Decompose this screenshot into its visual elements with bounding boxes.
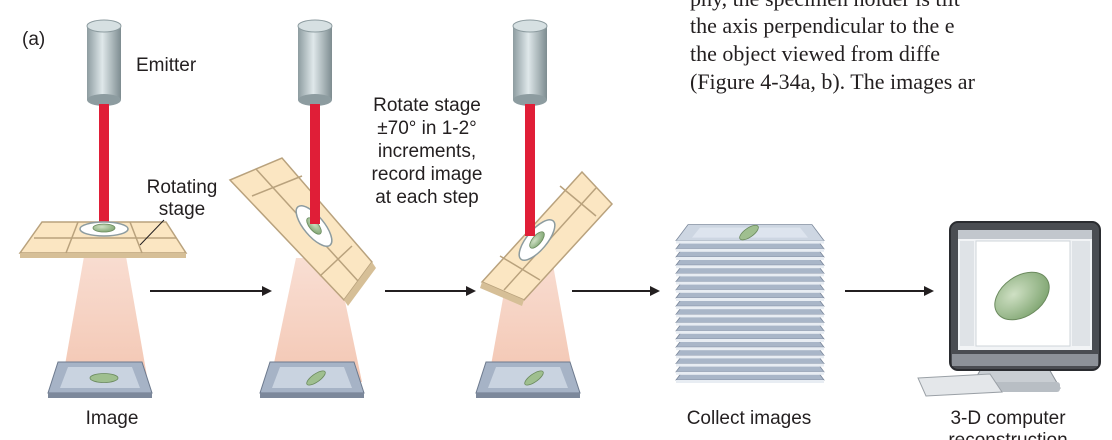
stack-layer-edge [676,240,824,244]
setup-tilted-stage-a [228,19,376,398]
image-stack [675,224,825,383]
specimen-projection-1 [89,373,119,383]
emitter-1 [86,19,122,106]
rotating-stage-3 [480,170,614,306]
rotating-stage-1 [18,221,188,258]
detector-plate-1 [47,361,153,398]
body-text-line-4: (Figure 4-34a, b). The images ar [690,69,975,94]
keyboard [917,373,1003,397]
computer-monitor [917,221,1101,397]
rotation-instruction: Rotate stage ±70° in 1-2° increments, re… [372,95,483,208]
detector-plate-3 [475,361,581,398]
stack-layer-edge [676,363,824,367]
beam-3 [525,104,535,236]
detector-plate-2 [259,361,365,398]
stage-leader-line [139,219,165,246]
stack-layer-edge [676,339,824,342]
image-label: Image [86,408,139,429]
setup-flat-stage: Emitter Rotating stage Image [18,19,218,429]
stack-layer-edge [676,265,824,269]
body-text-line-3: the object viewed from diffe [690,41,941,66]
svg-text:at each step: at each step [375,187,479,208]
computer-label-2: reconstruction [948,430,1067,440]
stack-layer-edge [676,322,824,326]
rotating-stage-2 [228,157,376,306]
svg-text:record image: record image [372,164,483,185]
setup-tilted-stage-b [475,19,614,398]
specimen-projection-2 [306,370,326,386]
svg-text:Rotate stage: Rotate stage [373,95,481,116]
stack-layer-edge [676,289,824,293]
stack-layer-edge [676,380,824,383]
beam-2 [310,104,320,224]
emitter-2 [297,19,333,106]
stack-layer-edge [676,355,824,359]
collect-images-label: Collect images [687,408,812,429]
beam-cone-1 [62,245,148,382]
stack-layer-edge [676,306,824,310]
stack-layer-edge [676,281,824,285]
svg-text:increments,: increments, [378,141,476,162]
stack-layer-edge [676,273,824,277]
panel-label: (a) [22,29,45,50]
rotating-stage-label-2: stage [159,199,205,220]
specimen-1 [92,223,116,233]
stack-layer-edge [676,371,824,375]
stack-layer-edge [676,330,824,334]
svg-text:±70° in 1-2°: ±70° in 1-2° [377,118,477,139]
stack-specimen [739,224,759,241]
emitter-label: Emitter [136,55,197,76]
body-text-line-1: phy, the specimen holder is tilt [690,0,960,12]
beam-1 [99,104,109,222]
stack-layer-edge [676,257,824,260]
reconstruction-model [994,271,1050,321]
specimen-3 [529,231,545,249]
rotating-stage-label-1: Rotating [147,177,218,198]
stack-layer-edge [676,347,824,351]
stack-layer-edge [676,298,824,301]
stack-layer-edge [676,248,824,252]
emitter-3 [512,19,548,106]
body-text-line-2: the axis perpendicular to the e [690,13,955,38]
specimen-projection-3 [524,370,544,386]
computer-label-1: 3-D computer [950,408,1066,429]
stack-layer-edge [676,314,824,318]
